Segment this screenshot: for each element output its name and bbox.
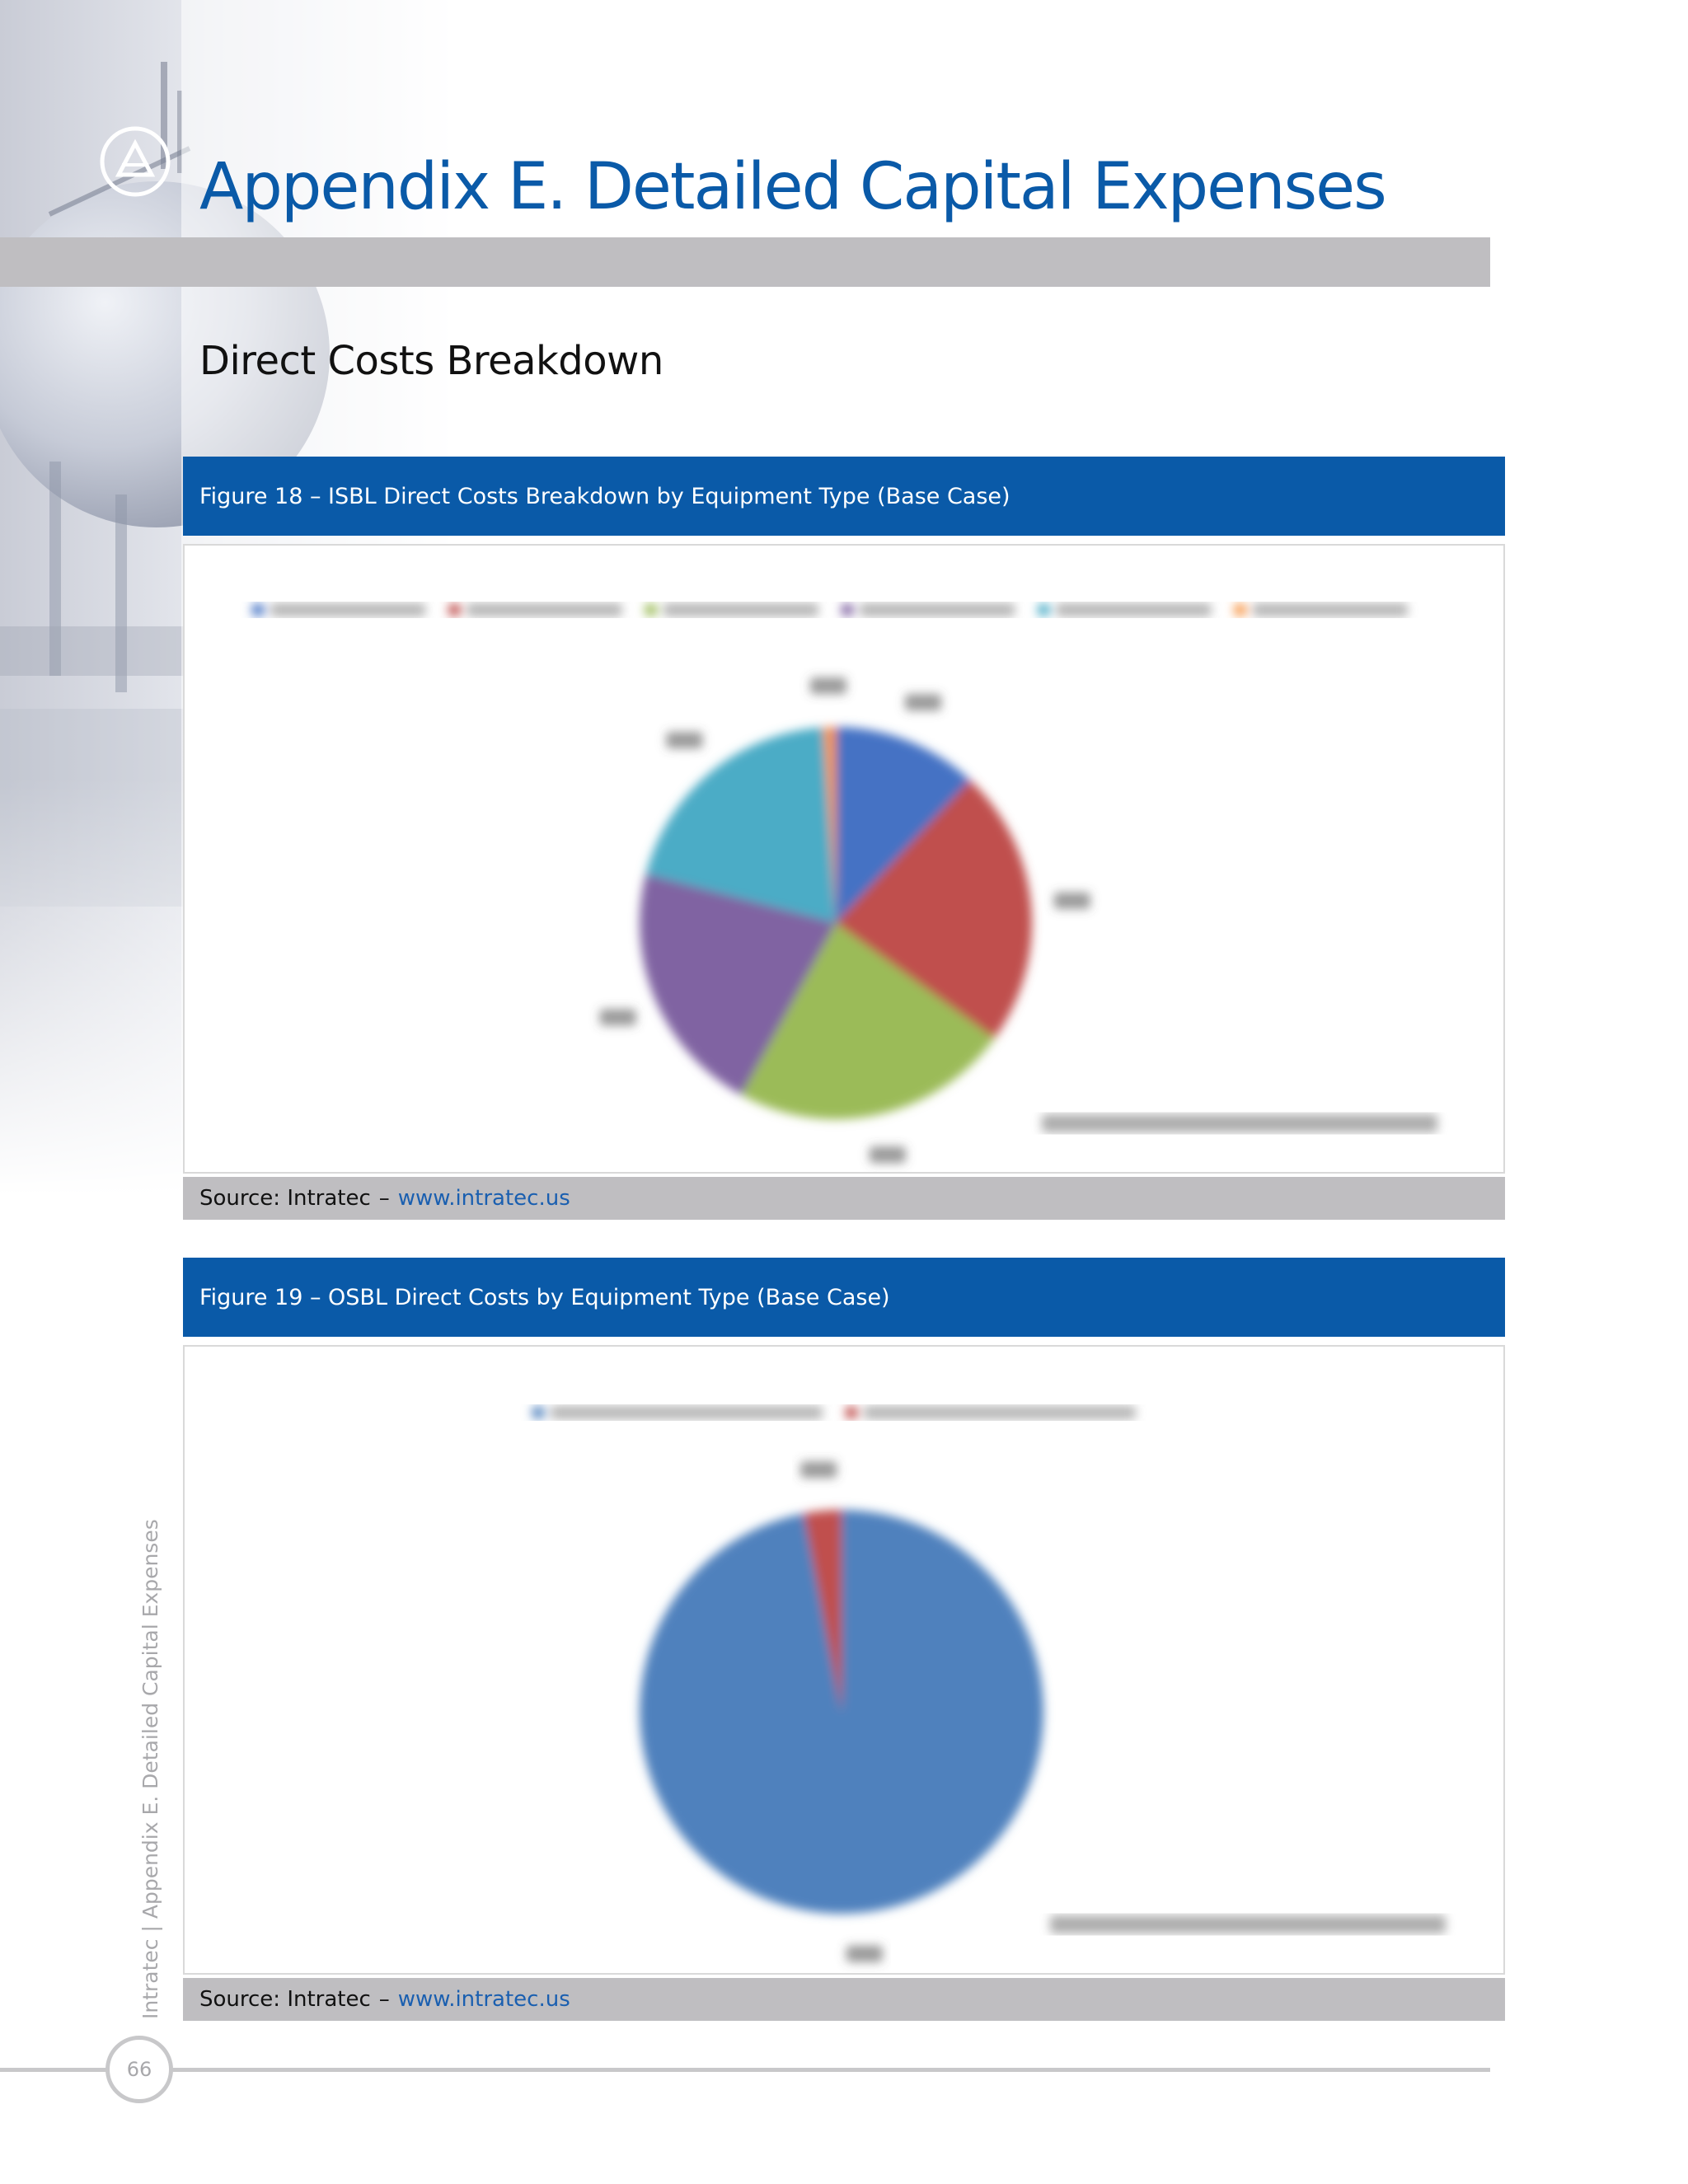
pie-slice: [640, 1510, 1044, 1914]
figure-18-chart: [183, 544, 1505, 1174]
legend-label: [467, 603, 622, 616]
source-label: Source: Intratec: [199, 1987, 371, 2012]
legend-label: [864, 1406, 1136, 1419]
pie-slice: [640, 874, 836, 1095]
pie-slice: [645, 727, 836, 923]
section-subtitle: Direct Costs Breakdown: [199, 338, 663, 384]
page-number: 66: [106, 2036, 173, 2103]
source-link[interactable]: www.intratec.us: [397, 1987, 570, 2012]
intratec-logo: [100, 126, 171, 197]
data-label: [1053, 892, 1090, 909]
legend-swatch: [842, 604, 853, 616]
source-link[interactable]: www.intratec.us: [397, 1186, 570, 1211]
osbl-pie-chart: [532, 1406, 1446, 1962]
chart-note: [1050, 1915, 1446, 1933]
source-label: Source: Intratec: [199, 1186, 371, 1211]
page-title: Appendix E. Detailed Capital Expenses: [199, 150, 1387, 224]
legend-swatch: [252, 604, 264, 616]
legend-swatch: [645, 604, 657, 616]
data-label: [809, 677, 846, 695]
source-dash: –: [378, 1186, 390, 1211]
legend-label: [1056, 603, 1212, 616]
figure-18-source: Source: Intratec – www.intratec.us: [183, 1177, 1505, 1220]
data-label: [905, 694, 942, 711]
sidebar-running-title: Intratec | Appendix E. Detailed Capital …: [138, 1519, 162, 2019]
pie-slice: [823, 727, 836, 923]
figure-19-chart: [183, 1345, 1505, 1975]
pie-slice: [741, 923, 995, 1119]
isbl-pie-chart: [252, 603, 1437, 1164]
chart-legend: [532, 1406, 1136, 1419]
legend-swatch: [532, 1407, 544, 1418]
data-label: [869, 1146, 906, 1164]
pie-slices: [640, 1510, 1044, 1914]
footer-line: [0, 2068, 1490, 2072]
data-label: [846, 1945, 883, 1962]
legend-label: [860, 603, 1015, 616]
legend-swatch: [448, 604, 461, 616]
pie-slice: [804, 1510, 842, 1712]
source-dash: –: [378, 1987, 390, 2012]
pie-slices: [640, 727, 1032, 1119]
legend-label: [663, 603, 818, 616]
data-label: [599, 1009, 636, 1026]
legend-label: [270, 603, 426, 616]
legend-label: [551, 1406, 823, 1419]
legend-swatch: [1038, 604, 1050, 616]
data-labels: [800, 1461, 883, 1962]
figure-19-source: Source: Intratec – www.intratec.us: [183, 1978, 1505, 2021]
chart-note: [1042, 1114, 1437, 1132]
figure-19-caption: Figure 19 – OSBL Direct Costs by Equipme…: [183, 1258, 1505, 1337]
chart-legend: [252, 603, 1408, 616]
legend-swatch: [1234, 604, 1246, 616]
figure-18-caption: Figure 18 – ISBL Direct Costs Breakdown …: [183, 457, 1505, 536]
page-number-text: 66: [126, 2058, 152, 2081]
legend-swatch: [846, 1407, 857, 1418]
data-label: [666, 732, 703, 749]
data-labels: [599, 677, 1090, 1164]
pie-slice: [836, 727, 970, 923]
pie-slice: [836, 780, 1032, 1038]
legend-label: [1252, 603, 1408, 616]
title-underline-bar: [0, 237, 1490, 287]
data-label: [800, 1461, 837, 1479]
